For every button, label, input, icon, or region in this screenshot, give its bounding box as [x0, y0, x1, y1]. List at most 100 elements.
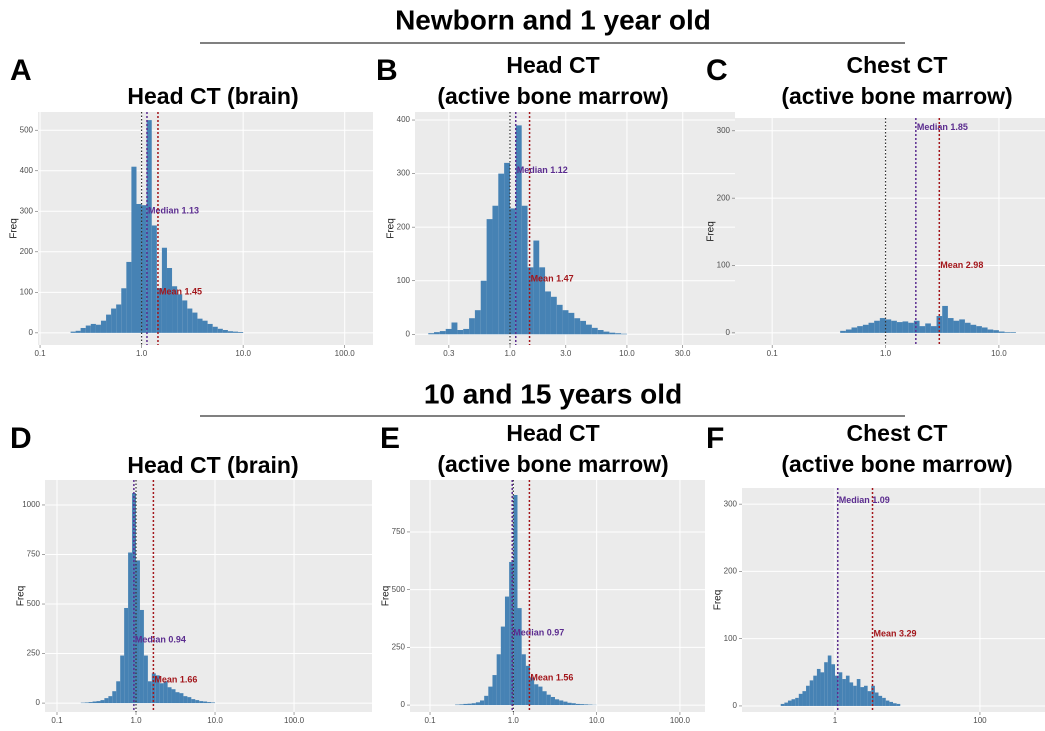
histogram-bar: [202, 320, 208, 333]
x-tick-label: 1: [833, 716, 838, 725]
histogram-bar: [480, 280, 487, 335]
panel-title: (active bone marrow): [781, 83, 1012, 109]
plot-background: [415, 112, 735, 345]
histogram-bar: [1010, 332, 1016, 333]
histogram-bar: [116, 681, 121, 704]
panel-letter: C: [706, 54, 728, 87]
histogram-bar: [428, 333, 435, 335]
histogram-bar: [85, 325, 91, 333]
panel-letter: D: [10, 422, 32, 455]
histogram-bar: [515, 125, 522, 335]
histogram-bar: [853, 685, 857, 706]
histogram-bar: [451, 322, 458, 335]
histogram-bar: [471, 703, 476, 706]
x-tick-label: 0.3: [443, 349, 455, 358]
histogram-bar: [867, 691, 872, 706]
y-tick-label: 500: [20, 125, 34, 134]
histogram-bar: [120, 655, 125, 704]
plot-background: [38, 112, 373, 345]
histogram-bar: [459, 704, 464, 706]
histogram-bar: [100, 320, 107, 333]
x-tick-label: 100.0: [335, 349, 356, 358]
histogram-bar: [879, 318, 886, 333]
stat-label: Mean 1.56: [530, 672, 573, 682]
histogram-bar: [211, 702, 216, 704]
histogram-bar: [192, 312, 198, 333]
y-tick-label: 100: [20, 287, 34, 296]
histogram-bar: [575, 703, 580, 706]
histogram-bar: [563, 701, 568, 706]
panel-letter: B: [376, 54, 398, 87]
histogram-bar: [533, 240, 540, 335]
histogram-bar: [207, 702, 212, 704]
histogram-bar: [591, 327, 598, 335]
histogram-bar: [124, 607, 129, 704]
histogram-bar: [496, 654, 501, 706]
histogram-bar: [126, 261, 132, 333]
histogram-bar: [171, 689, 176, 704]
histogram-bar: [95, 324, 101, 333]
y-tick-label: 0: [401, 700, 406, 709]
x-tick-label: 10.0: [235, 349, 251, 358]
histogram-bar: [603, 331, 610, 335]
panel-letter: A: [10, 54, 32, 87]
histogram-bar: [96, 701, 101, 704]
histogram-bar: [860, 687, 865, 706]
histogram-bar: [857, 326, 863, 333]
histogram-bar: [112, 691, 117, 704]
histogram-bar: [868, 322, 875, 333]
y-tick-label: 1000: [22, 500, 40, 509]
histogram-bar: [831, 664, 836, 706]
histogram-bar: [816, 668, 821, 706]
histogram-bar: [182, 300, 188, 333]
y-tick-label: 250: [392, 642, 406, 651]
histogram-bar: [795, 697, 799, 706]
x-tick-label: 1.0: [136, 349, 148, 358]
histogram-bar: [947, 318, 954, 333]
histogram-bar: [820, 672, 825, 706]
x-tick-label: 30.0: [675, 349, 691, 358]
panel-title: (active bone marrow): [781, 451, 1012, 477]
histogram-bar: [474, 310, 481, 335]
histogram-bar: [842, 679, 846, 706]
histogram-bar: [156, 288, 162, 333]
histogram-bar: [791, 699, 796, 706]
stat-label: Mean 3.29: [874, 628, 917, 638]
histogram-bar: [919, 326, 926, 333]
histogram-bar: [439, 331, 446, 335]
histogram-bar: [542, 691, 547, 706]
y-tick-label: 400: [397, 115, 411, 124]
x-tick-label: 100.0: [284, 716, 305, 725]
histogram-bar: [559, 700, 564, 706]
histogram-bar: [463, 703, 468, 706]
stat-label: Mean 2.98: [940, 260, 983, 270]
panel-letter: E: [380, 422, 400, 455]
y-tick-label: 100: [717, 261, 731, 270]
panel-title: Head CT: [506, 52, 599, 78]
y-tick-label: 300: [724, 499, 738, 508]
histogram-bar: [147, 681, 152, 704]
histogram-bar: [492, 675, 497, 706]
y-tick-label: 0: [36, 698, 41, 707]
x-tick-label: 3.0: [560, 349, 572, 358]
histogram-bar: [546, 694, 551, 706]
y-tick-label: 750: [27, 550, 41, 559]
histogram-bar: [981, 327, 988, 333]
x-tick-label: 10.0: [991, 349, 1007, 358]
histogram-bar: [896, 703, 901, 706]
histogram-bar: [845, 329, 852, 333]
histogram-bar: [809, 680, 814, 706]
y-tick-label: 200: [20, 247, 34, 256]
histogram-bar: [92, 701, 97, 704]
histogram-bar: [959, 319, 965, 333]
panel-title: Head CT: [506, 420, 599, 446]
histogram-bar: [84, 702, 89, 704]
histogram-bar: [167, 687, 172, 704]
histogram-bar: [136, 560, 140, 704]
histogram-bar: [584, 704, 589, 706]
histogram-bar: [908, 322, 914, 333]
y-tick-label: 0: [29, 328, 34, 337]
histogram-bar: [80, 327, 86, 333]
histogram-bar: [177, 294, 183, 333]
histogram-bar: [976, 326, 982, 333]
